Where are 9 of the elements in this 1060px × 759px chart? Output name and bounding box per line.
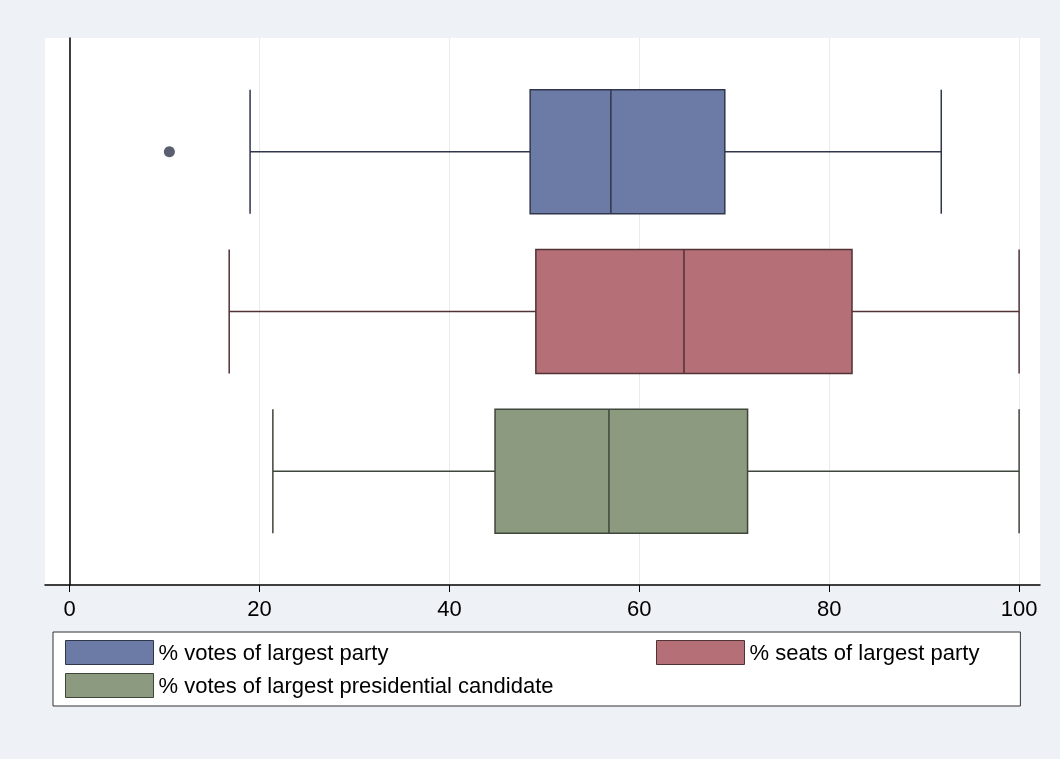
x-tick-label: 60 bbox=[627, 595, 652, 621]
x-tick-label: 0 bbox=[63, 595, 76, 621]
x-tick-label: 20 bbox=[247, 595, 272, 621]
legend-label: % votes of largest party bbox=[158, 640, 389, 665]
x-tick-label: 80 bbox=[816, 595, 842, 621]
x-tick-label: 40 bbox=[437, 595, 462, 621]
legend-label: % seats of largest party bbox=[749, 640, 980, 665]
x-tick-label: 100 bbox=[1000, 595, 1038, 621]
legend-label: % votes of largest presidential candidate bbox=[158, 673, 554, 698]
